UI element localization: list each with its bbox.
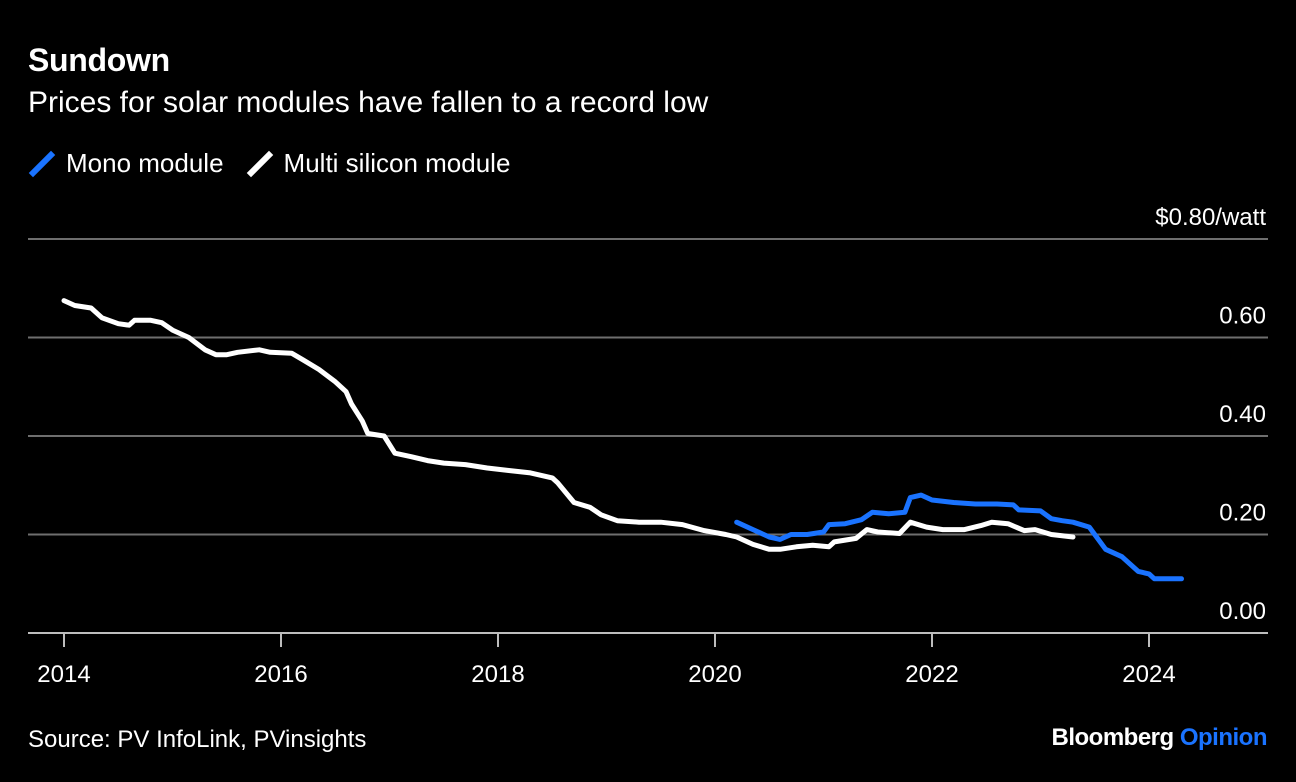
y-tick-label-2: 0.40 <box>1219 401 1266 428</box>
x-tick-label-5: 2024 <box>1122 661 1175 688</box>
y-tick-label-0: $0.80/watt <box>1155 204 1266 231</box>
y-tick-label-1: 0.60 <box>1219 303 1266 330</box>
brand-name: Bloomberg <box>1051 724 1175 751</box>
x-tick-label-3: 2020 <box>688 661 741 688</box>
legend-swatch-multi <box>246 150 273 177</box>
series-line-mono-module <box>734 492 1184 582</box>
legend-swatch-mono <box>28 150 56 177</box>
chart-legend: Mono module Multi silicon module <box>28 148 532 179</box>
legend-item-multi: Multi silicon module <box>246 148 511 179</box>
x-tick-label-0: 2014 <box>37 661 90 688</box>
y-tick-label-3: 0.20 <box>1219 500 1266 527</box>
legend-label-mono: Mono module <box>66 148 224 178</box>
chart-title: Sundown <box>28 42 170 78</box>
x-tick-label-1: 2016 <box>254 661 307 688</box>
x-tick-label-4: 2022 <box>905 661 958 688</box>
brand-logo: Bloomberg Opinion <box>1052 724 1268 752</box>
series-line-multi-silicon-module <box>61 298 1076 552</box>
source-note: Source: PV InfoLink, PVinsights <box>28 726 367 753</box>
legend-item-mono: Mono module <box>28 148 224 179</box>
chart-subtitle: Prices for solar modules have fallen to … <box>28 86 709 119</box>
brand-suffix: Opinion <box>1179 724 1268 751</box>
legend-label-multi: Multi silicon module <box>283 148 511 178</box>
x-tick-label-2: 2018 <box>471 661 524 688</box>
y-tick-label-4: 0.00 <box>1219 598 1266 625</box>
